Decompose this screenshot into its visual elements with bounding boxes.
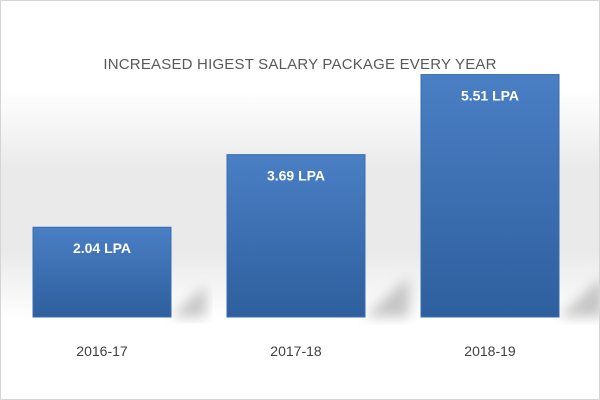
x-tick-label: 2016-17 xyxy=(76,343,128,359)
chart-title: INCREASED HIGEST SALARY PACKAGE EVERY YE… xyxy=(103,56,497,73)
bar-shadows xyxy=(171,277,599,317)
bars xyxy=(32,74,560,318)
bar-shadow xyxy=(171,285,206,317)
bar-shadow xyxy=(559,280,599,317)
bar-2016-17 xyxy=(32,226,172,318)
bar-2018-19 xyxy=(420,74,560,318)
bar-data-label: 5.51 LPA xyxy=(461,88,519,104)
bar-shadow xyxy=(365,277,409,317)
bar-data-labels: 2.04 LPA 3.69 LPA 5.51 LPA xyxy=(73,88,519,257)
x-tick-label: 2017-18 xyxy=(270,343,322,359)
x-tick-label: 2018-19 xyxy=(464,343,516,359)
bar-data-label: 3.69 LPA xyxy=(267,168,325,184)
x-axis-tick-labels: 2016-17 2017-18 2018-19 xyxy=(76,343,516,359)
bar-2017-18 xyxy=(226,154,366,318)
bar-data-label: 2.04 LPA xyxy=(73,240,131,256)
